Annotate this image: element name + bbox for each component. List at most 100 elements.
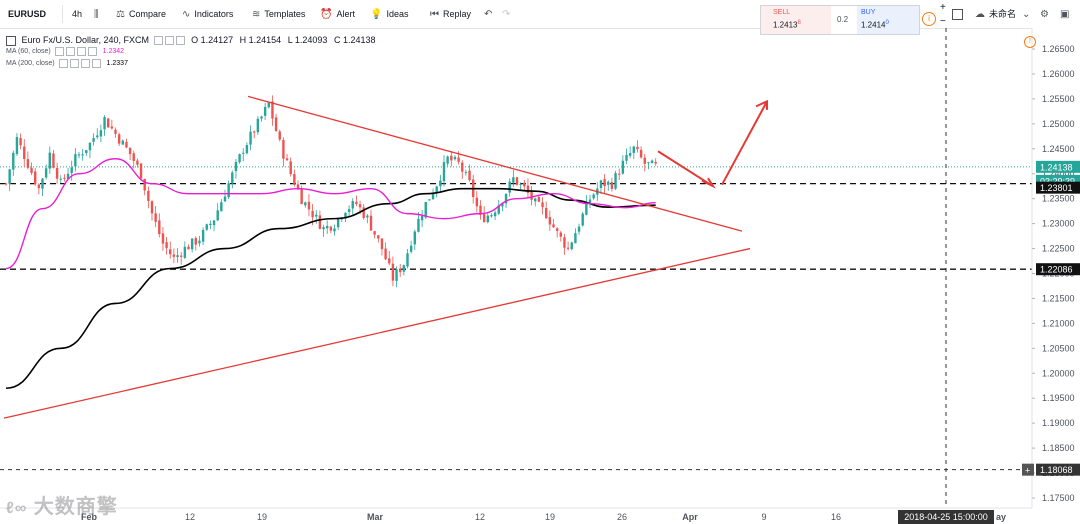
candle (66, 167, 70, 180)
collapse-icon[interactable] (6, 35, 16, 46)
candle-body (388, 258, 391, 264)
undo-button[interactable]: ↶ (484, 0, 496, 28)
candle-body (293, 174, 296, 185)
candle-body (632, 146, 635, 153)
candle (610, 177, 614, 192)
gear-icon[interactable] (164, 36, 174, 46)
candle (628, 146, 632, 159)
candle-body (643, 157, 646, 164)
candle-body (380, 238, 384, 250)
candle (475, 191, 479, 213)
candle-body (490, 215, 493, 217)
candle-body (19, 138, 22, 146)
fullscreen-button[interactable] (952, 0, 963, 28)
support-trendline[interactable] (3, 247, 751, 419)
buy-button[interactable]: BUY 1.24140 (857, 6, 919, 34)
gear-icon[interactable] (65, 46, 75, 56)
candle-body (77, 154, 81, 156)
gear-icon[interactable] (69, 58, 79, 68)
trendlines[interactable] (3, 95, 751, 419)
layout-menu[interactable]: ☁ 未命名 ⌄ (975, 0, 1034, 28)
replay-button[interactable]: ⏮ Replay (430, 0, 471, 28)
plus-icon: + (1025, 466, 1030, 476)
zoom-in-button[interactable]: + (940, 0, 946, 22)
candle (132, 150, 135, 169)
candles-icon: ⫼ (94, 9, 99, 20)
candle (304, 201, 307, 208)
level-2-tag: 1.22086 (1040, 265, 1073, 275)
more-icon[interactable] (91, 58, 101, 68)
buy-label: BUY (861, 9, 876, 16)
candle (15, 133, 19, 156)
more-icon[interactable] (87, 46, 97, 56)
price-tick-label: 1.18500 (1042, 443, 1075, 453)
candle (369, 209, 373, 231)
interval-button[interactable]: 4h (72, 0, 82, 28)
candle (23, 139, 26, 167)
candle (158, 213, 161, 238)
eye-icon[interactable] (54, 46, 64, 56)
price-tick-label: 1.26500 (1042, 44, 1075, 54)
candle-body (566, 247, 570, 249)
toolbar-divider (62, 5, 63, 23)
candle (650, 159, 654, 164)
alert-button[interactable]: ⏰ Alert (320, 0, 355, 28)
ma60-legend-row[interactable]: MA (60, close) 1.2342 (6, 46, 376, 58)
time-axis[interactable]: Feb1219Mar121926Apr91623 (0, 507, 1032, 524)
watermark-text: 大数商擎 (33, 496, 118, 518)
last-price-tag-bg (1036, 160, 1080, 173)
candle-body (530, 191, 533, 200)
candle (96, 128, 99, 140)
candle (63, 174, 66, 182)
arrow-down-head (701, 177, 716, 189)
zoom-out-button[interactable]: − (940, 8, 946, 36)
countdown-tag: 03:29:39 (1040, 176, 1075, 186)
candle (289, 157, 292, 177)
candle (395, 266, 398, 288)
settings-button[interactable]: ⚙ (1040, 0, 1053, 28)
candle (267, 101, 270, 109)
resistance-trendline[interactable] (247, 95, 743, 232)
close-icon[interactable] (76, 46, 86, 56)
ideas-button[interactable]: 💡 Ideas (370, 0, 408, 28)
compare-button[interactable]: ⚖ Compare (116, 0, 166, 28)
candle-body (267, 102, 270, 108)
alert-info-icon[interactable]: ! (1024, 36, 1036, 48)
candle (636, 140, 639, 153)
time-axis-bg[interactable] (0, 508, 1032, 524)
candle-body (563, 237, 566, 248)
price-tick-label: 1.25000 (1042, 119, 1075, 129)
candle (406, 249, 409, 269)
candle-body (431, 193, 435, 200)
chart-type-button[interactable]: ⫼ (94, 0, 103, 28)
more-icon[interactable] (175, 36, 185, 46)
templates-label: Templates (264, 9, 306, 19)
candle-body (183, 246, 187, 258)
spread-value: 0.2 (837, 15, 849, 24)
eye-icon[interactable] (58, 58, 68, 68)
ma200-legend-row[interactable]: MA (200, close) 1.2337 (6, 58, 376, 70)
symbol-search[interactable]: EURUSD (8, 0, 46, 28)
camera-icon: ▣ (1060, 9, 1070, 20)
price-tick-label: 1.19000 (1042, 418, 1075, 428)
candle-body (231, 172, 234, 184)
close-icon[interactable] (80, 58, 90, 68)
candle (256, 116, 260, 135)
alert-label: Alert (336, 9, 355, 19)
info-icon[interactable]: i (922, 12, 936, 26)
eye-icon[interactable] (153, 36, 163, 46)
arrow-down-stroke (657, 150, 714, 188)
screenshot-button[interactable]: ▣ (1060, 0, 1073, 28)
candle (165, 237, 168, 255)
candle (574, 228, 577, 244)
templates-button[interactable]: ≋ Templates (252, 0, 305, 28)
sell-button[interactable]: SELL 1.24138 (761, 6, 831, 34)
redo-button[interactable]: ↷ (502, 0, 514, 28)
candle (19, 133, 22, 150)
candle (585, 195, 588, 216)
candle (205, 223, 208, 232)
add-alert-button[interactable] (1022, 463, 1034, 476)
indicators-button[interactable]: ∿ Indicators (182, 0, 233, 28)
price-tick-label: 1.25500 (1042, 94, 1075, 104)
